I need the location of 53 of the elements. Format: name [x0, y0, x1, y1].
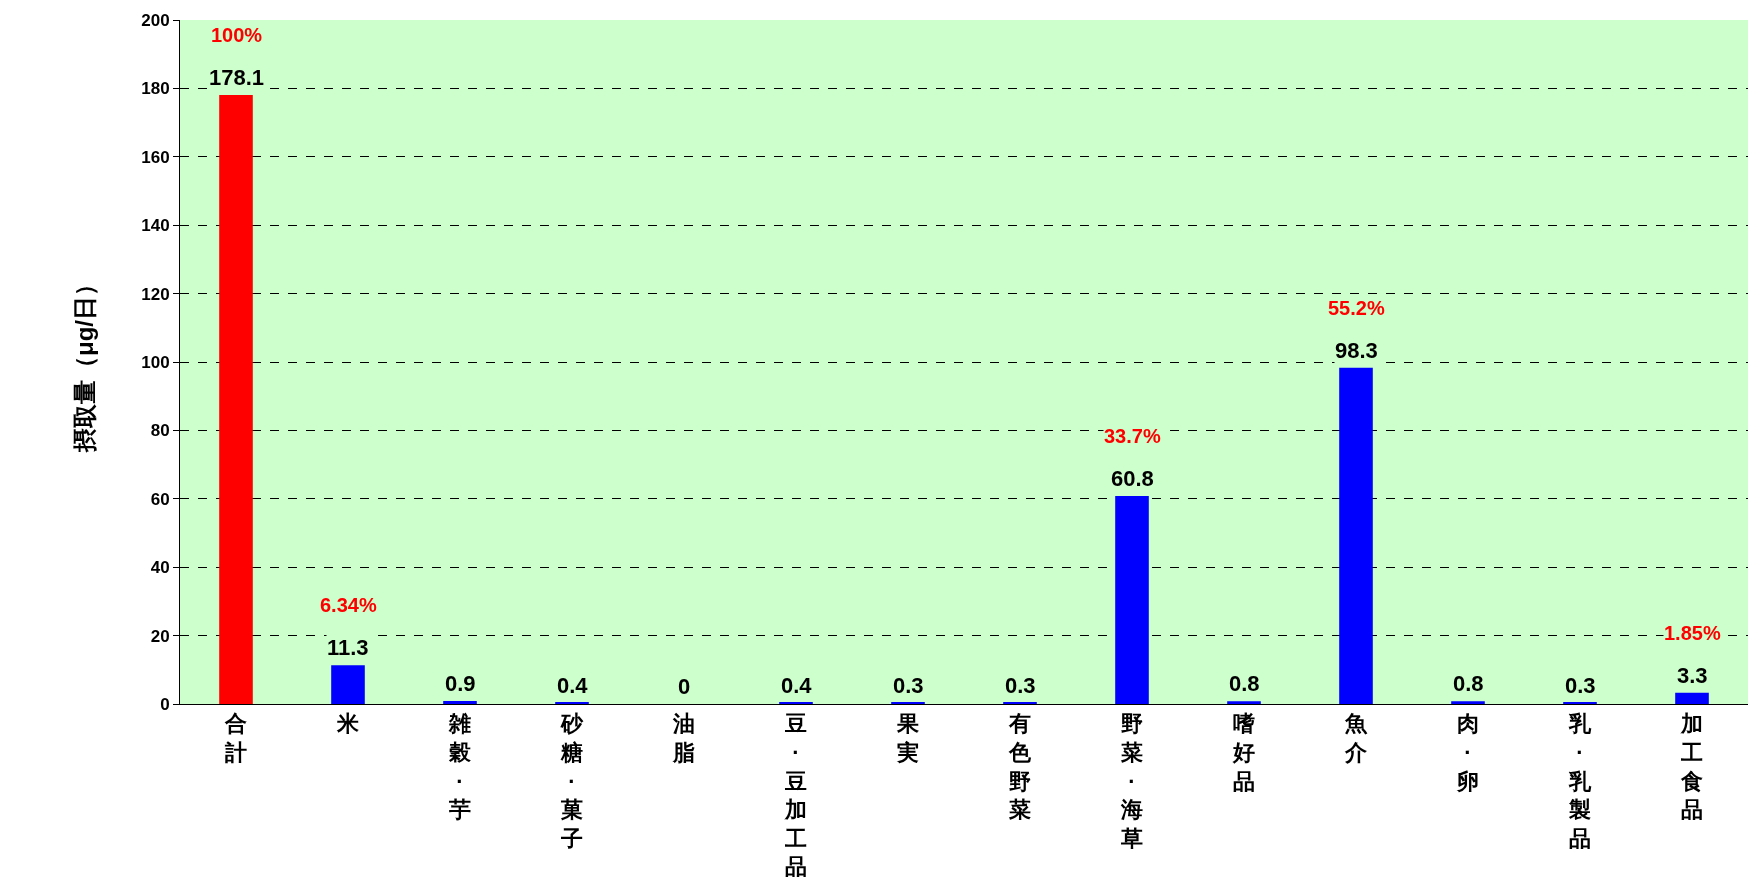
bar — [443, 700, 477, 704]
annotation: 6.34% — [320, 594, 377, 616]
data-label: 0.3 — [1005, 673, 1036, 698]
y-tick-label: 40 — [150, 558, 170, 578]
annotation: 33.7% — [1104, 425, 1161, 447]
annotation: 100% — [211, 24, 263, 46]
data-label: 0.4 — [557, 673, 589, 698]
y-tick-label: 200 — [141, 10, 170, 30]
x-tick-label: 魚介 — [1344, 711, 1368, 765]
data-label: 0.3 — [893, 673, 924, 698]
x-tick-label: 乳·乳製品 — [1568, 711, 1592, 851]
x-tick-label: 砂糖·菓子 — [560, 711, 584, 851]
x-tick-label: 肉·卵 — [1456, 711, 1479, 794]
data-label: 0.8 — [1229, 671, 1260, 696]
data-label: 60.8 — [1111, 466, 1154, 491]
bar — [1339, 367, 1373, 704]
data-label: 0.3 — [1565, 673, 1596, 698]
data-label: 98.3 — [1335, 338, 1378, 363]
x-tick-label: 加工食品 — [1680, 711, 1703, 823]
x-tick-label: 豆·豆加工品 — [784, 711, 807, 880]
bar — [1227, 701, 1261, 704]
y-tick-label: 160 — [141, 147, 170, 167]
data-label: 0.9 — [445, 671, 476, 696]
y-tick-label: 180 — [141, 79, 170, 99]
y-tick-label: 100 — [141, 352, 170, 372]
bar — [219, 94, 253, 704]
y-axis-title: 摂取量（μg/日） — [71, 271, 99, 454]
data-label: 178.1 — [209, 65, 265, 90]
x-tick-label: 野菜·海草 — [1120, 711, 1143, 851]
y-tick-label: 120 — [141, 284, 170, 304]
y-tick-label: 0 — [160, 694, 170, 714]
x-tick-label: 油脂 — [672, 711, 695, 765]
bar — [331, 665, 365, 704]
x-tick-label: 有色野菜 — [1008, 711, 1032, 823]
bar — [1675, 692, 1709, 704]
data-label: 3.3 — [1677, 663, 1708, 688]
y-tick-label: 20 — [150, 626, 170, 646]
x-tick-label: 果実 — [896, 711, 920, 765]
x-tick-label: 嗜好品 — [1232, 711, 1255, 794]
data-label: 0.4 — [781, 673, 813, 698]
annotation: 55.2% — [1328, 297, 1385, 319]
y-tick-label: 140 — [141, 216, 170, 236]
data-label: 11.3 — [327, 635, 369, 660]
y-tick-label: 80 — [150, 421, 170, 441]
x-tick-label: 米 — [336, 711, 360, 737]
bar — [1115, 496, 1149, 704]
data-label: 0 — [678, 674, 691, 699]
data-label: 0.8 — [1453, 671, 1484, 696]
x-tick-label: 雑穀·芋 — [448, 711, 471, 823]
x-tick-label: 合計 — [224, 711, 247, 765]
annotation: 1.85% — [1664, 622, 1721, 644]
y-tick-label: 60 — [150, 489, 170, 509]
bar — [1451, 701, 1485, 704]
